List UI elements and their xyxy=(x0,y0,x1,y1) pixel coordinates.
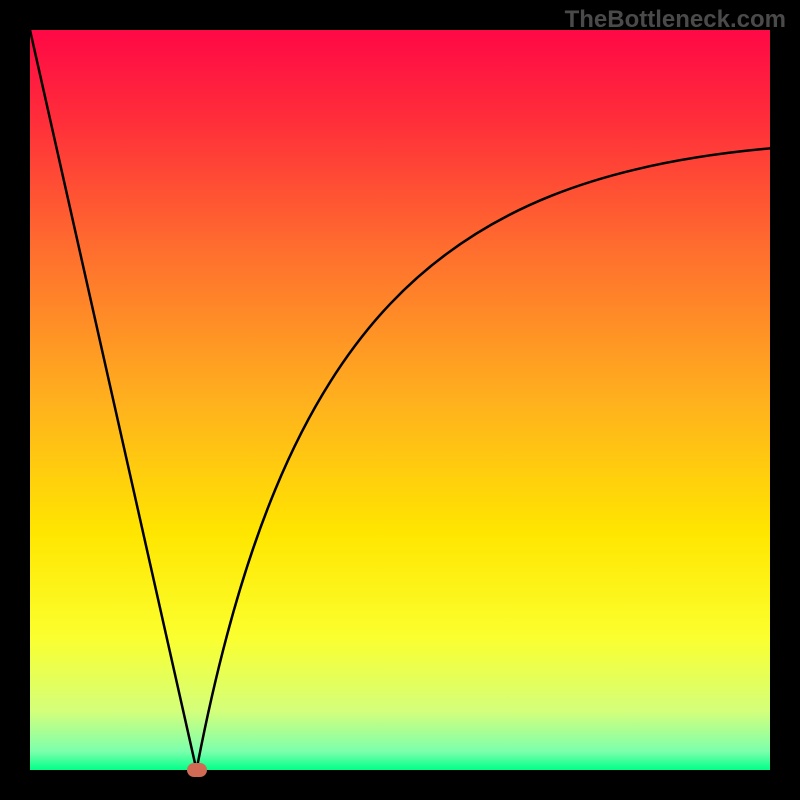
chart-canvas: TheBottleneck.com xyxy=(0,0,800,800)
vertex-marker xyxy=(187,763,207,777)
watermark-text: TheBottleneck.com xyxy=(565,6,786,34)
bottleneck-curve xyxy=(30,30,770,770)
plot-area xyxy=(30,30,770,770)
